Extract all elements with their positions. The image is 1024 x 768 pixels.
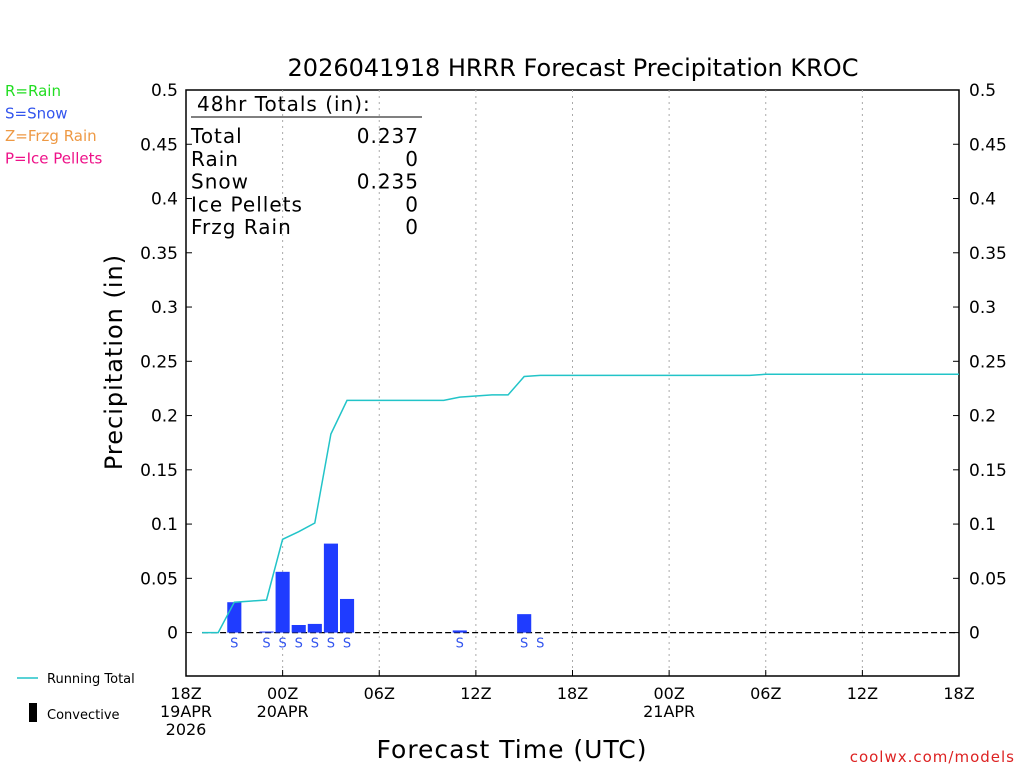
y-tick-label-left: 0.35 [140,244,178,264]
y-tick-label-left: 0.05 [140,569,178,589]
x-tick-label: 06Z [364,684,395,703]
bottom-legend: Running Total Convective [17,672,135,723]
y-tick-label-right: 0.15 [969,461,1007,481]
x-tick-label: 00Z [653,684,684,703]
totals-row-value: 0.235 [357,170,419,194]
precipitation-bars [227,543,532,633]
y-tick-label-right: 0.45 [969,135,1007,155]
x-axis-label: Forecast Time (UTC) [377,735,648,764]
x-tick-label: 2026 [166,720,207,739]
x-tick-label: 12Z [460,684,491,703]
precip-type-marker: S [343,637,351,652]
precip-type-marker: S [311,637,319,652]
precip-bar [291,624,306,633]
precip-type-marker: S [295,637,303,652]
legend-entry: P=Ice Pellets [5,150,102,168]
running-total-line [202,373,959,634]
y-tick-label-left: 0.25 [140,352,178,372]
totals-row-value: 0.237 [357,124,419,148]
totals-box: 48hr Totals (in): Total 0.237 Rain 0 Snow 0.2… [190,92,422,239]
x-tick-label: 12Z [847,684,878,703]
precip-type-marker: S [278,637,286,652]
convective-swatch [29,703,37,722]
y-axis-label: Precipitation (in) [100,254,128,470]
precip-bar [275,571,290,633]
x-tick-label: 18Z [557,684,588,703]
y-tick-label-left: 0 [167,624,178,644]
totals-row-value: 0 [405,215,419,239]
y-tick-label-left: 0.3 [151,298,178,318]
precip-bar [517,614,532,633]
totals-row-label: Ice Pellets [191,192,303,216]
x-tick-label: 21APR [643,702,695,721]
legend-entry: R=Rain [5,82,61,100]
precip-type-marker: S [327,637,335,652]
y-tick-label-left: 0.45 [140,135,178,155]
y-tick-label-right: 0.2 [969,407,996,427]
running-total-legend-label: Running Total [47,672,135,687]
x-tick-label: 00Z [267,684,298,703]
totals-row-label: Rain [191,147,239,171]
y-tick-label-right: 0.4 [969,190,996,210]
totals-row-label: Total [190,124,243,148]
chart-title: 2026041918 HRRR Forecast Precipitation K… [288,54,859,82]
y-axis-ticks: 0 00.05 0.050.1 0.10.15 0.150.2 0.20.25 0.250.… [140,81,1007,644]
precip-type-marker: S [456,637,464,652]
y-tick-label-right: 0.1 [969,515,996,535]
y-tick-label-right: 0.3 [969,298,996,318]
y-tick-label-right: 0.5 [969,81,996,101]
precip-type-marker: S [230,637,238,652]
y-tick-label-right: 0 [969,624,980,644]
precip-bar [339,598,355,633]
y-tick-label-left: 0.2 [151,407,178,427]
legend-entry: Z=Frzg Rain [5,127,97,145]
y-tick-label-right: 0.35 [969,244,1007,264]
precip-bar [227,602,242,633]
precip-type-marker: S [536,637,544,652]
precip-bar [307,623,322,633]
y-tick-label-left: 0.15 [140,461,178,481]
x-tick-label: 18Z [170,684,201,703]
grid-lines [282,90,863,676]
x-tick-label: 18Z [943,684,974,703]
y-tick-label-left: 0.5 [151,81,178,101]
x-tick-label: 19APR [160,702,212,721]
y-tick-label-right: 0.25 [969,352,1007,372]
x-tick-label: 20APR [257,702,309,721]
totals-heading: 48hr Totals (in): [197,92,371,116]
precip-type-marker: S [262,637,270,652]
x-tick-label: 06Z [750,684,781,703]
precip-type-marker: S [520,637,528,652]
convective-legend-label: Convective [47,708,120,723]
precip-bar [323,543,338,633]
totals-row-label: Frzg Rain [191,215,292,239]
totals-row-value: 0 [405,147,419,171]
precip-type-legend: R=Rain S=Snow Z=Frzg Rain P=Ice Pellets [5,82,102,168]
y-tick-label-left: 0.4 [151,190,178,210]
source-credit: coolwx.com/models [850,748,1015,766]
y-tick-label-right: 0.05 [969,569,1007,589]
totals-row-label: Snow [191,170,249,194]
totals-row-value: 0 [405,192,419,216]
precip-bar [452,630,467,633]
precip-bar [259,631,274,633]
legend-entry: S=Snow [5,105,68,123]
y-tick-label-left: 0.1 [151,515,178,535]
